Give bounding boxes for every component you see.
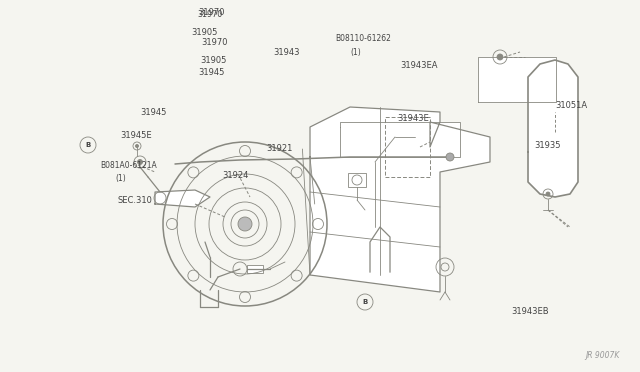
Text: (1): (1): [115, 173, 125, 183]
Circle shape: [446, 153, 454, 161]
Text: B081A0-6121A: B081A0-6121A: [100, 160, 157, 170]
Polygon shape: [340, 122, 460, 157]
Circle shape: [136, 144, 138, 148]
Text: 31945: 31945: [140, 108, 166, 116]
Text: B: B: [85, 142, 91, 148]
Circle shape: [497, 54, 503, 60]
Text: 31945: 31945: [198, 67, 225, 77]
Polygon shape: [528, 60, 578, 197]
Polygon shape: [310, 107, 490, 292]
Text: 31905: 31905: [200, 55, 227, 64]
Circle shape: [138, 160, 143, 164]
Bar: [348, 173, 366, 187]
Text: B08110-61262: B08110-61262: [335, 33, 391, 42]
Circle shape: [238, 217, 252, 231]
Text: 31970: 31970: [202, 38, 228, 46]
Bar: [247, 265, 263, 273]
Text: 31943EA: 31943EA: [400, 61, 438, 70]
Text: B: B: [362, 299, 367, 305]
Text: 31924: 31924: [222, 170, 248, 180]
Text: (1): (1): [350, 48, 361, 57]
Text: SEC.310: SEC.310: [117, 196, 152, 205]
Text: 31970: 31970: [199, 7, 225, 16]
Text: 31921: 31921: [266, 144, 292, 153]
Text: 31943E: 31943E: [397, 113, 429, 122]
Text: 31945E: 31945E: [120, 131, 152, 140]
Circle shape: [546, 192, 550, 196]
Text: 31905: 31905: [191, 28, 217, 36]
Text: 31051A: 31051A: [555, 100, 587, 109]
Text: 31970: 31970: [197, 10, 223, 19]
Text: 31943EB: 31943EB: [511, 308, 548, 317]
Polygon shape: [155, 190, 210, 207]
Text: 31935: 31935: [534, 141, 561, 150]
Text: 31943: 31943: [273, 48, 300, 57]
Polygon shape: [478, 57, 556, 102]
Text: JR 9007K: JR 9007K: [586, 351, 620, 360]
